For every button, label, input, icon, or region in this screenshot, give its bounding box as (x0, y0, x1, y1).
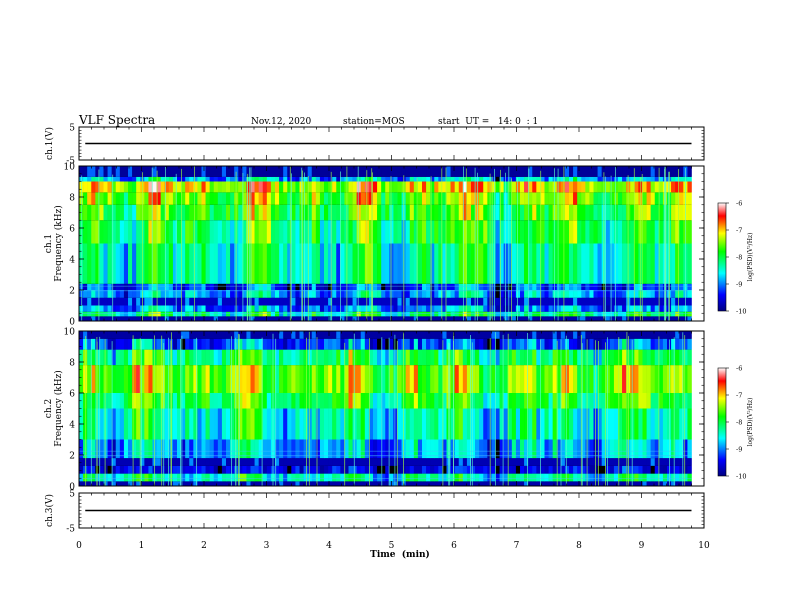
x-tick-label: 0 (76, 541, 82, 551)
colorbar-scale (717, 202, 727, 312)
colorbar-label: log(PSD)(V²/Hz) (747, 398, 754, 447)
ch1-waveform-ylabel: ch.1(V) (44, 127, 55, 160)
ch3-waveform-ylabel: ch.3(V) (44, 494, 55, 527)
ch1-waveform-ytick-label: -5 (66, 157, 75, 167)
x-tick-label: 5 (389, 541, 395, 551)
x-tick-label: 2 (201, 541, 207, 551)
x-tick-label: 9 (639, 541, 645, 551)
ch3-waveform-ytick-label: -5 (66, 525, 75, 535)
ch1-waveform-ytick-label: 5 (69, 124, 75, 134)
ch2-spectrogram-ytick-label: 4 (69, 421, 75, 431)
ch2-colorbar: -6 -7 -8 -9 -10 log(PSD)(V²/Hz) (717, 365, 754, 481)
x-tick-label: 8 (576, 541, 582, 551)
ch1-spectrogram-ylabel: Frequency (kHz) (53, 205, 64, 282)
ch2-spectrogram-panel: 0 2 4 6 8 10 ch.2 Frequency (kHz) (44, 328, 705, 493)
ch1-spectrogram-image (79, 166, 692, 321)
x-axis-label: Time (min) (370, 549, 430, 560)
ch3-waveform-ytick-label: 5 (69, 490, 75, 500)
x-tick-label: 7 (514, 541, 520, 551)
ch1-spectrogram-ytick-label: 2 (69, 287, 75, 297)
colorbar-label: log(PSD)(V²/Hz) (747, 233, 754, 282)
time-axis: 0 1 2 3 4 5 6 7 8 9 10 (76, 541, 710, 551)
x-tick-label: 3 (264, 541, 270, 551)
colorbar-tick-label: -7 (736, 392, 742, 400)
colorbar-tick-label: -10 (736, 473, 746, 481)
colorbar-tick-label: -6 (736, 200, 742, 208)
ch2-spectrogram-ytick-label: 0 (69, 483, 75, 493)
ch2-spectrogram-ytick-label: 10 (64, 328, 76, 338)
station-label: station=MOS (343, 117, 405, 127)
colorbar-tick-label: -10 (736, 308, 746, 316)
ch1-waveform-panel: 5 -5 ch.1(V) (44, 124, 705, 167)
ch1-spectrogram-ytick-label: 0 (69, 318, 75, 328)
ch3-waveform-panel: 5 -5 ch.3(V) (44, 490, 705, 535)
x-tick-label: 1 (139, 541, 145, 551)
colorbar-scale (717, 367, 727, 477)
ch2-spectrogram-channel-label: ch.2 (44, 399, 54, 418)
date-label: Nov.12, 2020 (251, 117, 312, 127)
ch1-spectrogram-ytick-label: 10 (64, 163, 76, 173)
ch2-spectrogram-ytick-label: 2 (69, 452, 75, 462)
colorbar-tick-label: -9 (736, 446, 742, 454)
x-tick-label: 10 (698, 541, 710, 551)
colorbar-tick-label: -9 (736, 281, 742, 289)
ch1-spectrogram-ytick-label: 8 (69, 194, 75, 204)
ch1-colorbar: -6 -7 -8 -9 -10 log(PSD)(V²/Hz) (717, 200, 754, 316)
colorbar-tick-label: -8 (736, 254, 742, 262)
ch2-spectrogram-ytick-label: 8 (69, 359, 75, 369)
ch2-spectrogram-ylabel: Frequency (kHz) (53, 370, 64, 447)
start-time-label: start UT = 14: 0 : 1 (438, 117, 538, 127)
chart-title: VLF Spectra (78, 113, 155, 127)
x-tick-label: 6 (451, 541, 457, 551)
ch1-spectrogram-ytick-label: 4 (69, 256, 75, 266)
colorbar-tick-label: -7 (736, 227, 742, 235)
ch2-spectrogram-ytick-label: 6 (69, 390, 75, 400)
ch1-spectrogram-channel-label: ch.1 (44, 234, 54, 253)
ch2-spectrogram-image (79, 331, 692, 486)
x-tick-label: 4 (326, 541, 332, 551)
colorbar-tick-label: -6 (736, 365, 742, 373)
ch1-spectrogram-ytick-label: 6 (69, 225, 75, 235)
ch1-spectrogram-panel: 0 2 4 6 8 10 ch.1 Frequency (kHz) (44, 163, 705, 328)
colorbar-tick-label: -8 (736, 419, 742, 427)
